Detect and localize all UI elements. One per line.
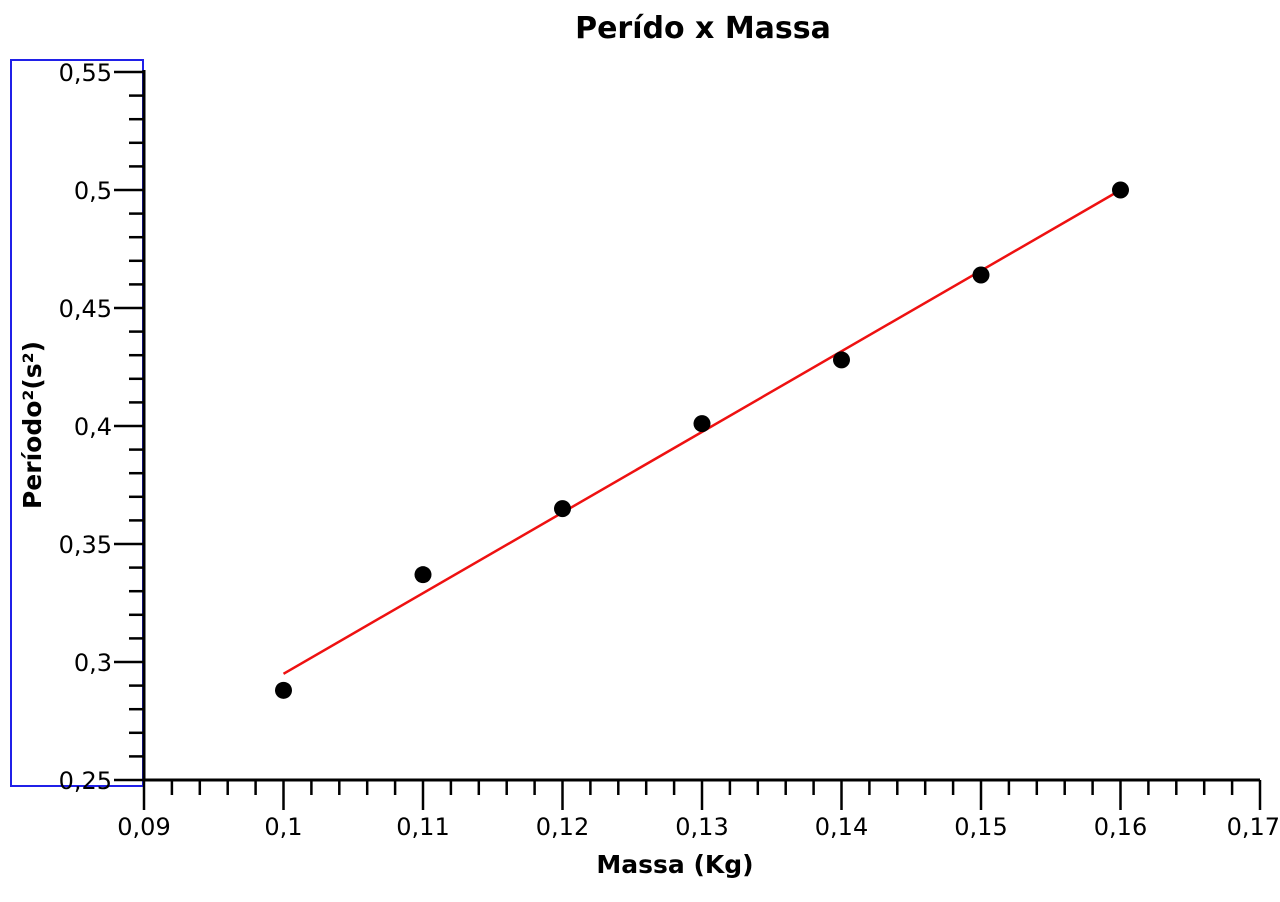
x-tick-label: 0,13 (675, 813, 728, 841)
y-tick-label: 0,4 (74, 413, 112, 441)
chart-title: Perído x Massa (575, 11, 831, 46)
y-tick-label: 0,55 (59, 59, 112, 87)
x-tick-label: 0,11 (396, 813, 449, 841)
y-tick-label: 0,5 (74, 177, 112, 205)
x-tick-label: 0,14 (815, 813, 868, 841)
series-layer (275, 181, 1129, 699)
y-tick-label: 0,45 (59, 295, 112, 323)
data-point (1112, 181, 1129, 199)
x-tick-label: 0,15 (954, 813, 1007, 841)
y-tick-label: 0,35 (59, 531, 112, 559)
data-point (833, 351, 850, 369)
data-point (693, 415, 711, 433)
x-tick-label: 0,09 (117, 813, 170, 841)
data-point (972, 266, 990, 284)
x-tick-label: 0,16 (1094, 813, 1147, 841)
x-tick-label: 0,17 (1227, 813, 1280, 841)
y-tick-label: 0,3 (74, 649, 112, 677)
x-axis-ticks: 0,09 0,1 0,11 0,12 0,13 0,14 0,15 0,16 0,17 (117, 780, 1280, 841)
y-axis-label: Período²(s²) (18, 341, 47, 509)
x-tick-label: 0,12 (536, 813, 589, 841)
x-tick-label: 0,1 (264, 813, 302, 841)
x-axis-label: Massa (Kg) (596, 850, 753, 879)
data-point (414, 566, 432, 584)
data-point (554, 500, 571, 518)
data-point (275, 681, 292, 699)
y-axis-ticks: 0,25 0,3 0,35 0,4 0,45 0,5 0,55 (59, 59, 144, 795)
y-tick-label: 0,25 (59, 767, 112, 795)
